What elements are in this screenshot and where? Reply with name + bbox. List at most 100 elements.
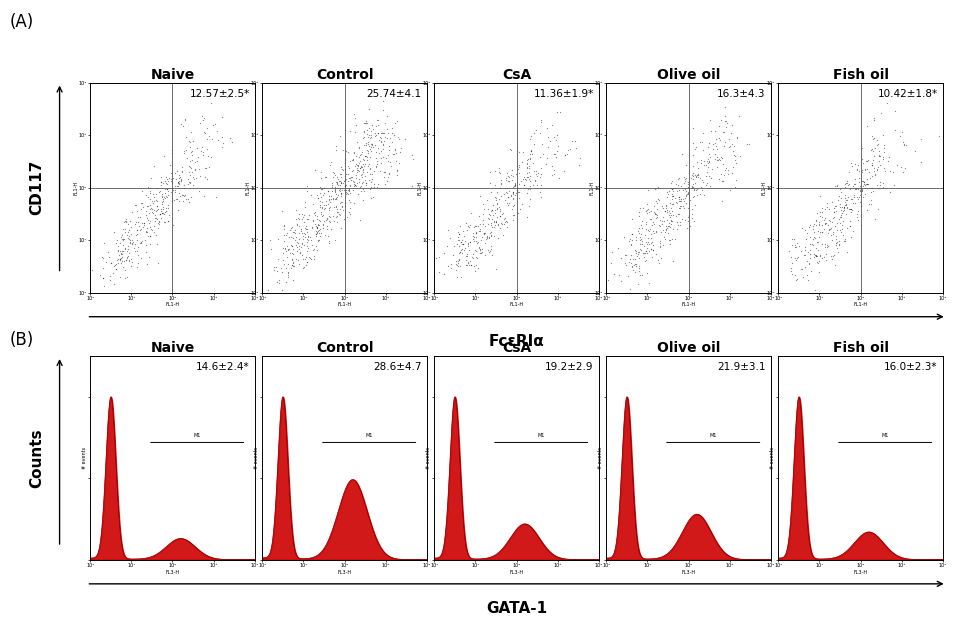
Point — [197, 172, 212, 182]
Point — [312, 223, 328, 233]
Point — [716, 176, 731, 186]
Point — [843, 195, 858, 205]
Point — [158, 183, 173, 193]
Point — [112, 255, 128, 265]
Point — [367, 139, 382, 149]
Point — [845, 205, 860, 216]
Point — [109, 263, 124, 273]
Point — [295, 263, 310, 273]
Point — [356, 159, 371, 169]
Point — [158, 206, 173, 216]
Point — [543, 136, 558, 146]
Point — [325, 180, 340, 190]
Point — [146, 162, 161, 172]
Point — [702, 156, 717, 166]
Point — [528, 125, 543, 135]
Point — [163, 167, 179, 177]
Point — [483, 230, 499, 240]
Point — [487, 217, 503, 227]
Point — [717, 137, 732, 147]
Point — [859, 179, 875, 190]
Point — [812, 191, 827, 202]
Point — [483, 218, 499, 228]
Point — [490, 219, 505, 230]
Point — [509, 186, 525, 196]
Point — [160, 204, 176, 214]
Point — [333, 176, 348, 186]
Point — [487, 166, 503, 176]
Point — [729, 132, 745, 142]
Point — [375, 152, 390, 162]
Point — [484, 205, 500, 216]
Point — [333, 204, 348, 214]
Point — [808, 249, 824, 259]
Point — [625, 214, 640, 225]
Point — [469, 226, 484, 237]
Point — [310, 236, 326, 246]
Point — [486, 231, 502, 241]
Point — [321, 195, 336, 205]
Point — [337, 154, 353, 164]
Point — [315, 210, 331, 220]
Point — [335, 145, 351, 155]
Point — [173, 176, 188, 186]
Point — [840, 191, 855, 202]
Point — [112, 245, 128, 256]
Point — [552, 107, 567, 117]
Point — [649, 209, 664, 219]
Point — [283, 223, 299, 233]
Point — [364, 169, 380, 179]
Point — [678, 191, 694, 202]
Point — [662, 198, 678, 208]
Point — [369, 159, 384, 169]
Point — [214, 132, 230, 142]
Point — [327, 202, 342, 212]
Point — [673, 193, 688, 204]
Point — [147, 211, 162, 221]
Point — [304, 240, 319, 250]
Point — [622, 236, 637, 246]
Point — [328, 189, 343, 199]
Point — [716, 127, 731, 137]
Point — [311, 215, 327, 225]
Point — [855, 176, 871, 186]
Point — [805, 240, 821, 250]
Point — [628, 261, 644, 272]
Point — [493, 211, 508, 221]
Point — [271, 275, 286, 286]
Point — [808, 219, 824, 230]
Point — [483, 230, 499, 240]
Point — [455, 244, 470, 254]
Point — [350, 161, 365, 171]
Point — [382, 156, 398, 167]
Point — [838, 200, 853, 210]
Point — [458, 259, 474, 270]
Point — [856, 177, 872, 187]
Point — [382, 141, 397, 151]
Point — [348, 180, 363, 190]
Point — [346, 181, 361, 191]
Point — [339, 212, 355, 222]
Point — [872, 156, 887, 166]
Point — [318, 216, 333, 226]
Point — [492, 202, 507, 212]
Point — [448, 256, 463, 266]
Point — [854, 142, 870, 153]
Point — [377, 179, 392, 189]
Point — [348, 170, 363, 180]
Point — [448, 259, 463, 269]
Point — [307, 254, 322, 264]
Point — [530, 169, 545, 179]
Point — [150, 214, 165, 224]
Point — [526, 180, 541, 190]
Point — [714, 151, 729, 162]
Point — [549, 135, 564, 146]
Point — [843, 207, 858, 217]
Point — [659, 223, 675, 233]
Point — [214, 111, 230, 121]
Point — [632, 232, 648, 242]
X-axis label: FL1-H: FL1-H — [681, 303, 696, 307]
Point — [332, 180, 347, 190]
Point — [806, 227, 822, 237]
Point — [154, 204, 169, 214]
